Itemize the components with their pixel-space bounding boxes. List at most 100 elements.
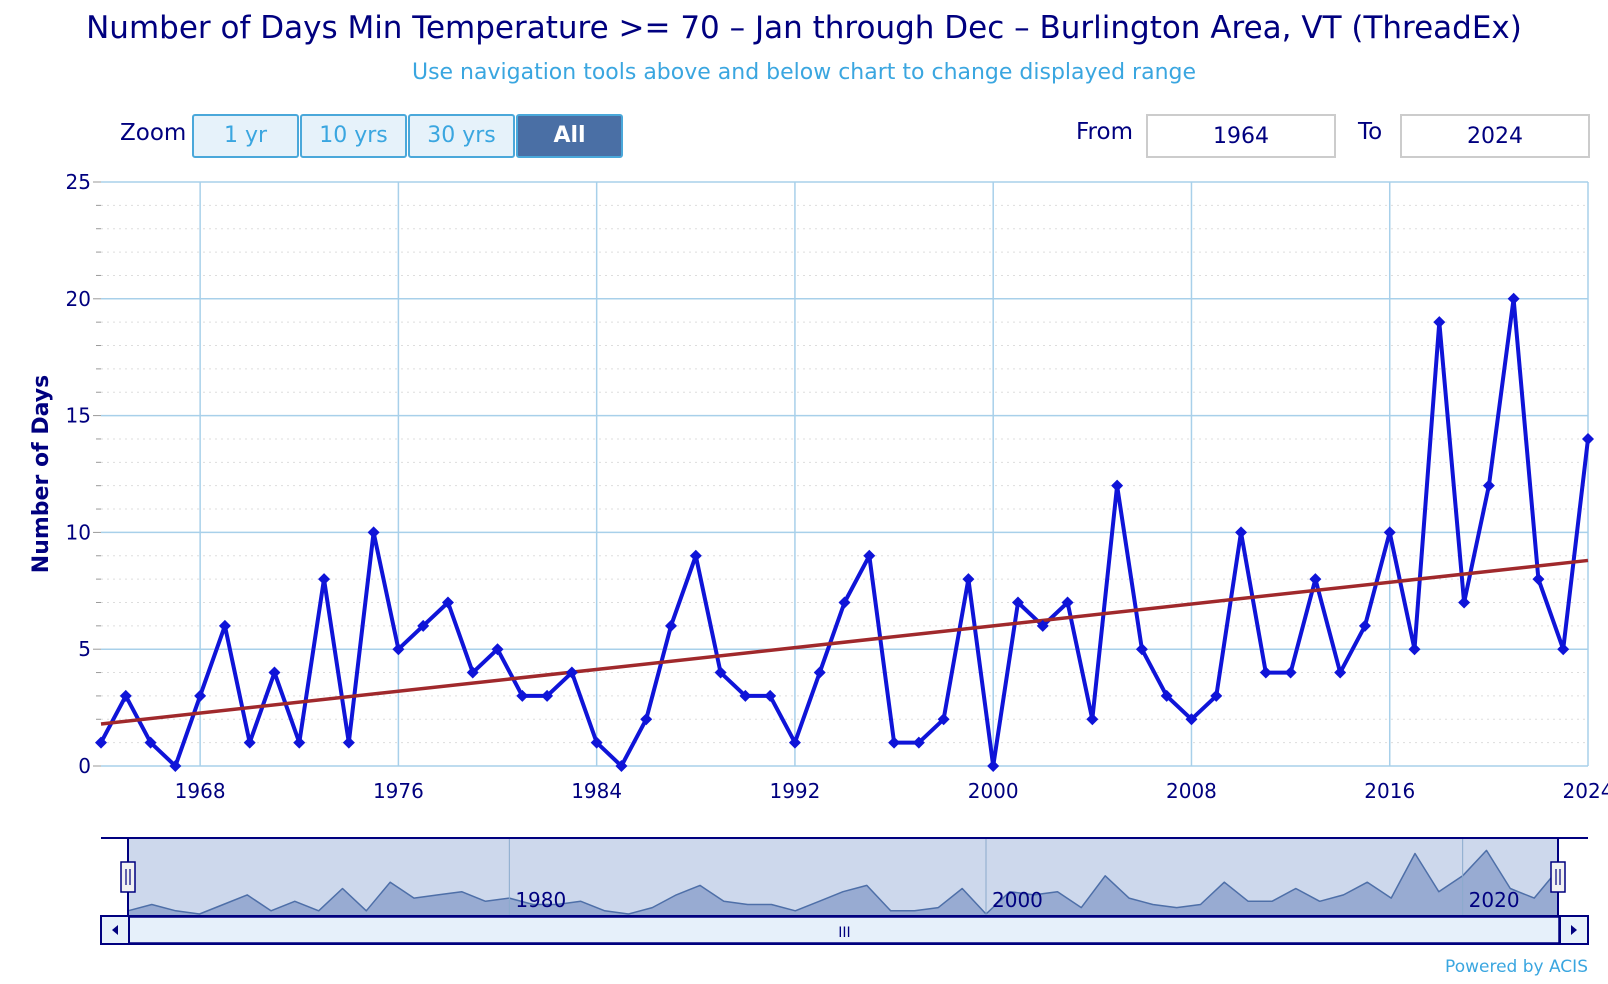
scrollbar-thumb[interactable] [128,916,1560,944]
y-tick-label: 10 [66,520,91,544]
x-tick-label: 1968 [175,779,226,803]
chart-title: Number of Days Min Temperature >= 70 – J… [86,10,1522,46]
y-tick-label: 0 [78,754,91,778]
data-point[interactable] [1532,573,1545,586]
data-point[interactable] [838,596,851,609]
y-tick-label: 5 [78,637,91,661]
data-point[interactable] [888,736,901,749]
data-point[interactable] [987,760,1000,772]
data-point[interactable] [962,573,975,586]
data-point[interactable] [764,689,777,702]
data-point[interactable] [516,689,529,702]
data-point[interactable] [1383,526,1396,539]
data-point[interactable] [541,689,554,702]
data-point[interactable] [1210,689,1223,702]
x-tick-label: 2008 [1166,779,1217,803]
data-point[interactable] [1061,596,1074,609]
data-point[interactable] [937,713,950,726]
scroll-right-arrow-icon [1571,925,1577,935]
data-point[interactable] [1086,713,1099,726]
data-point[interactable] [1185,713,1198,726]
trend-line [100,558,1589,726]
data-point[interactable] [714,666,727,679]
data-point[interactable] [441,596,454,609]
data-point[interactable] [615,760,628,772]
x-tick-label: 1984 [571,779,622,803]
data-point[interactable] [1433,316,1446,329]
x-tick-label: 2000 [968,779,1019,803]
data-point[interactable] [813,666,826,679]
data-point[interactable] [491,643,504,656]
data-point[interactable] [1284,666,1297,679]
data-point[interactable] [1036,619,1049,632]
data-point[interactable] [1259,666,1272,679]
data-point[interactable] [342,736,355,749]
data-point[interactable] [1334,666,1347,679]
data-point[interactable] [1135,643,1148,656]
data-point[interactable] [863,549,876,562]
data-point[interactable] [565,666,578,679]
x-tick-label: 2016 [1364,779,1415,803]
x-tick-label: 2024 [1563,779,1608,803]
powered-by-credit: Powered by ACIS [1445,957,1588,977]
data-point[interactable] [1011,596,1024,609]
zoom-30yrs-button[interactable]: 30 yrs [408,114,515,158]
navigator-series [127,849,1559,917]
zoom-1yr-button[interactable]: 1 yr [192,114,299,158]
data-point[interactable] [1458,596,1471,609]
y-tick-label: 25 [66,170,91,194]
data-point[interactable] [243,736,256,749]
data-point[interactable] [788,736,801,749]
y-tick-label: 20 [66,287,91,311]
zoom-10yrs-button[interactable]: 10 yrs [300,114,407,158]
data-point[interactable] [144,736,157,749]
from-label: From [1076,119,1133,145]
data-point[interactable] [912,736,925,749]
y-tick-label: 15 [66,404,91,428]
data-point[interactable] [169,760,182,772]
data-point[interactable] [466,666,479,679]
scroll-left-arrow-icon [112,925,118,935]
to-label: To [1358,119,1383,145]
data-point[interactable] [367,526,380,539]
data-point[interactable] [1235,526,1248,539]
data-point[interactable] [590,736,603,749]
to-year-input[interactable] [1400,114,1590,158]
navigator-label: 1980 [515,888,566,912]
zoom-all-button[interactable]: All [516,114,623,158]
data-point[interactable] [417,619,430,632]
data-point[interactable] [1557,643,1570,656]
data-point[interactable] [1309,573,1322,586]
data-point[interactable] [1507,292,1520,305]
data-point[interactable] [1408,643,1421,656]
data-point[interactable] [1358,619,1371,632]
data-point[interactable] [318,573,331,586]
data-point[interactable] [640,713,653,726]
navigator-right-handle[interactable] [1550,861,1566,893]
data-point[interactable] [739,689,752,702]
from-year-input[interactable] [1146,114,1336,158]
data-point[interactable] [392,643,405,656]
data-point[interactable] [268,666,281,679]
data-point[interactable] [1160,689,1173,702]
x-tick-label: 1992 [769,779,820,803]
x-tick-label: 1976 [373,779,424,803]
data-point[interactable] [95,736,107,749]
zoom-label: Zoom [120,120,187,146]
data-point[interactable] [1482,479,1495,492]
navigator-label: 2020 [1469,888,1520,912]
data-point[interactable] [689,549,702,562]
data-point[interactable] [119,689,132,702]
navigator-left-handle[interactable] [120,861,136,893]
navigator-label: 2000 [992,888,1043,912]
data-point[interactable] [1111,479,1124,492]
data-point[interactable] [194,689,207,702]
chart-subtitle: Use navigation tools above and below cha… [411,60,1197,85]
scrollbar-grip-icon: III [838,925,850,941]
data-point[interactable] [665,619,678,632]
data-point[interactable] [218,619,231,632]
data-point[interactable] [293,736,306,749]
data-point[interactable] [1582,432,1594,445]
y-axis-label: Number of Days [29,375,54,573]
